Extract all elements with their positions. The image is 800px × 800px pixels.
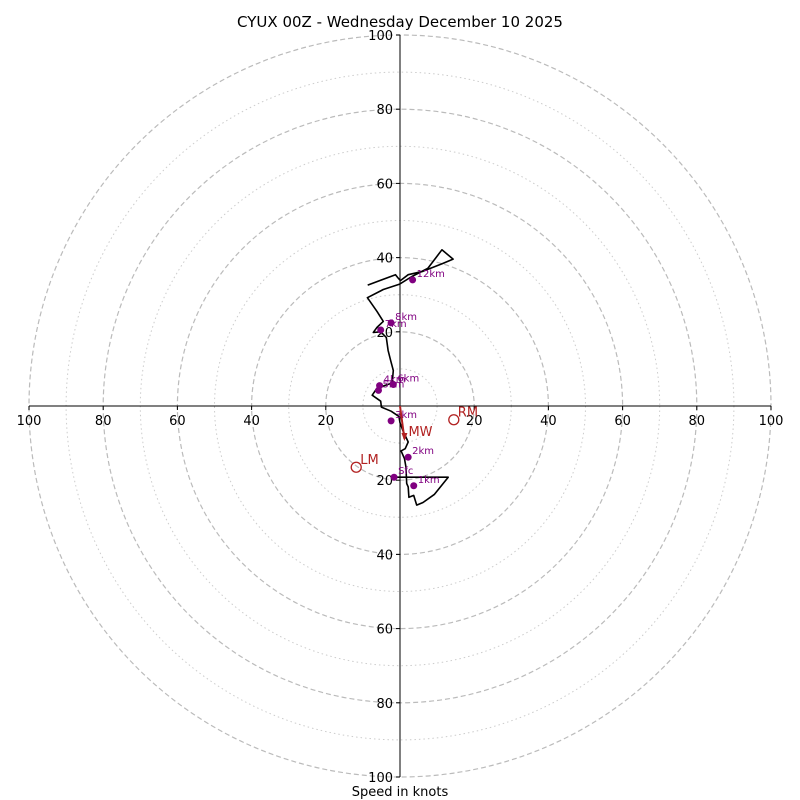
x-tick-label: 60 <box>614 414 631 429</box>
height-label-2km: 2km <box>412 446 434 457</box>
height-marker-6km <box>389 380 397 388</box>
y-tick-label: 80 <box>376 103 393 118</box>
chart-title: CYUX 00Z - Wednesday December 10 2025 <box>237 13 563 31</box>
y-tick-label: 60 <box>376 177 393 192</box>
storm-motion-label-MW: MW <box>408 425 432 440</box>
y-tick-label: 100 <box>368 29 393 44</box>
height-marker-2km <box>404 453 412 461</box>
height-marker-12km <box>409 276 417 284</box>
height-label-1km: 1km <box>418 475 440 486</box>
x-tick-label: 100 <box>17 414 42 429</box>
y-tick-label: 20 <box>376 474 393 489</box>
storm-motion-label-LM: LM <box>360 453 378 468</box>
storm-motion: RM LM MW <box>350 406 478 473</box>
x-tick-label: 80 <box>95 414 112 429</box>
x-tick-label: 20 <box>318 414 335 429</box>
x-tick-label: 60 <box>169 414 186 429</box>
height-label-3km: 3km <box>395 410 417 421</box>
mean-wind-arrowhead <box>401 433 408 442</box>
height-markers: Sfc1km2km3km4km5km6km7km8km12km <box>374 269 445 490</box>
storm-motion-label-RM: RM <box>458 406 478 421</box>
y-tick-label: 80 <box>376 697 393 712</box>
y-tick-label: 100 <box>368 771 393 786</box>
x-axis-label: Speed in knots <box>352 785 449 800</box>
height-marker-8km <box>387 319 395 327</box>
height-marker-Sfc <box>390 473 398 481</box>
storm-motion-marker-RM <box>448 414 460 426</box>
y-tick-label: 40 <box>376 252 393 267</box>
x-tick-label: 40 <box>243 414 260 429</box>
height-label-Sfc: Sfc <box>398 466 413 477</box>
y-tick-label: 60 <box>376 623 393 638</box>
height-marker-3km <box>387 417 395 425</box>
height-label-12km: 12km <box>417 269 445 280</box>
height-label-7km: 7km <box>385 319 407 330</box>
y-tick-label: 40 <box>376 548 393 563</box>
height-marker-5km <box>374 386 382 394</box>
height-marker-1km <box>410 482 418 490</box>
tick-labels: 100 80 60 40 20 20 40 60 80 100100806040202040608… <box>17 29 784 786</box>
x-tick-label: 40 <box>540 414 557 429</box>
x-tick-label: 100 <box>759 414 784 429</box>
height-marker-7km <box>377 326 385 334</box>
x-tick-label: 80 <box>689 414 706 429</box>
height-label-8km: 8km <box>395 312 417 323</box>
storm-motion-marker-LM <box>350 461 362 473</box>
height-label-4km: 4km <box>384 375 406 386</box>
x-tick-label: 20 <box>466 414 483 429</box>
height-label-6km: 6km <box>397 373 419 384</box>
